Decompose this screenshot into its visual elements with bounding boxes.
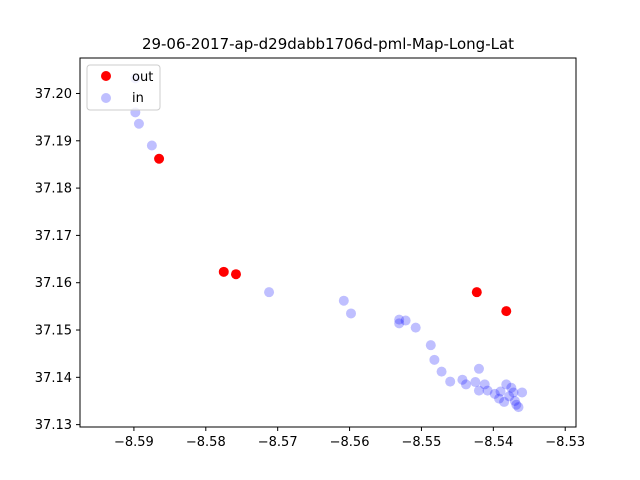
y-tick-label-5: 37.18: [35, 182, 72, 197]
chart-title: 29-06-2017-ap-d29dabb1706d-pml-Map-Long-…: [142, 35, 514, 53]
x-tick-label-3: −8.56: [330, 435, 370, 450]
point-in-16: [461, 379, 472, 390]
point-in-28: [511, 399, 522, 410]
y-tick-label-7: 37.20: [35, 87, 72, 102]
point-in-6: [346, 308, 356, 319]
point-in-2: [133, 118, 144, 129]
point-in-22: [489, 388, 500, 399]
point-in-12: [429, 354, 440, 365]
point-in-30: [517, 387, 528, 398]
point-out-4: [501, 306, 512, 317]
legend: out in: [86, 64, 161, 111]
x-tick-label-2: −8.57: [258, 435, 298, 450]
point-out-0: [154, 153, 165, 164]
point-in-31: [499, 396, 510, 407]
y-axis: 37.13 37.14 37.15 37.16 37.17 37.18 37.19 37.20: [35, 87, 80, 433]
point-in-19: [479, 379, 490, 390]
point-in-17: [470, 377, 481, 388]
point-in-15: [457, 374, 468, 385]
point-in-21: [482, 385, 493, 396]
point-in-25: [504, 391, 515, 402]
x-axis: −8.59 −8.58 −8.57 −8.56 −8.55 −8.54 −8.53: [114, 427, 585, 450]
point-in-23: [495, 386, 506, 397]
point-in-11: [425, 340, 436, 351]
legend-marker-in: [101, 93, 111, 103]
x-tick-label-6: −8.53: [545, 435, 585, 450]
point-in-29: [513, 402, 524, 413]
point-out-2: [230, 269, 241, 280]
point-in-32: [494, 393, 505, 404]
point-in-9: [394, 318, 405, 329]
x-tick-label-4: −8.55: [402, 435, 442, 450]
point-in-7: [394, 314, 405, 325]
plot-frame: [79, 57, 577, 428]
point-in-10: [410, 322, 421, 333]
y-tick-label-3: 37.16: [35, 276, 72, 291]
point-in-14: [445, 376, 456, 387]
y-tick-label-2: 37.15: [35, 324, 72, 339]
point-in-26: [508, 387, 519, 398]
y-tick-label-1: 37.14: [35, 371, 72, 386]
x-tick-label-0: −8.59: [114, 435, 154, 450]
point-out-3: [471, 287, 482, 298]
point-out-1: [218, 266, 229, 277]
y-tick-label-4: 37.17: [35, 229, 72, 244]
point-in-33: [506, 382, 517, 393]
point-in-24: [501, 379, 512, 390]
point-in-20: [473, 385, 484, 396]
point-in-5: [338, 295, 349, 306]
y-tick-label-6: 37.19: [35, 134, 72, 149]
y-tick-label-0: 37.13: [35, 418, 72, 433]
point-in-27: [509, 395, 520, 406]
legend-label-out: out: [132, 70, 153, 85]
x-tick-label-1: −8.58: [186, 435, 226, 450]
point-in-18: [473, 363, 484, 374]
legend-label-in: in: [132, 91, 144, 106]
point-in-4: [264, 287, 275, 298]
x-tick-label-5: −8.54: [473, 435, 513, 450]
legend-marker-out: [101, 71, 111, 81]
point-in-8: [400, 315, 411, 326]
point-in-3: [146, 140, 157, 151]
point-in-13: [436, 366, 447, 377]
